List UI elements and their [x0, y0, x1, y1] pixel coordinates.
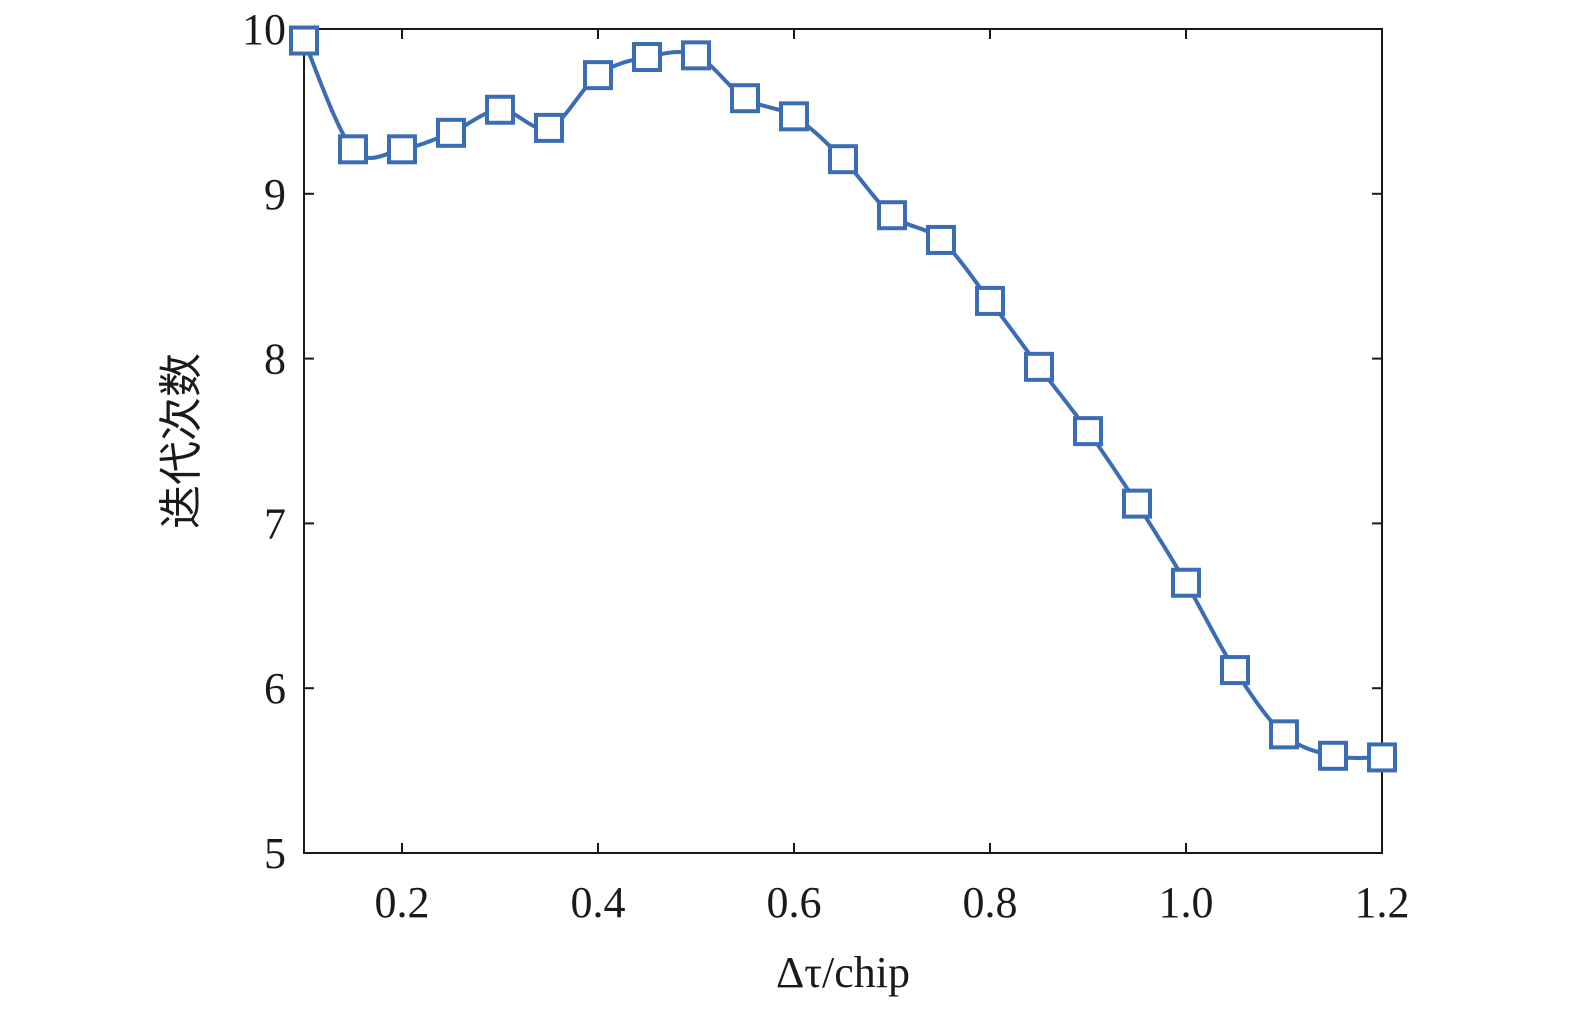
data-point-square-marker — [877, 200, 907, 231]
y-axis-title: 迭代次数 — [157, 353, 206, 529]
data-point-square-marker — [436, 117, 466, 148]
data-point-square-marker — [1318, 740, 1348, 771]
data-point-square-marker — [1220, 655, 1250, 686]
data-point-square-marker — [632, 42, 662, 73]
y-tick-label: 5 — [264, 829, 286, 878]
data-point-square-marker — [387, 134, 417, 165]
data-point-square-marker — [534, 112, 564, 143]
data-point-square-marker — [779, 101, 809, 132]
y-tick-label: 10 — [242, 5, 286, 54]
data-point-square-marker — [583, 60, 613, 91]
data-point-square-marker — [1024, 351, 1054, 382]
x-tick-label: 0.2 — [375, 878, 430, 927]
data-point-square-marker — [485, 94, 515, 125]
y-tick-label: 7 — [264, 499, 286, 548]
data-point-square-marker — [338, 134, 368, 165]
data-point-square-marker — [730, 83, 760, 114]
data-point-square-marker — [1367, 742, 1397, 773]
y-tick-label: 8 — [264, 335, 286, 384]
y-axis: 5 6 7 8 9 10 — [242, 5, 1382, 878]
y-tick-label: 9 — [264, 170, 286, 219]
x-axis: 0.2 0.4 0.6 0.8 1.0 1.2 — [375, 29, 1410, 927]
plot-area-frame — [303, 28, 1383, 854]
x-tick-label: 0.4 — [571, 878, 626, 927]
data-point-square-marker — [926, 224, 956, 255]
data-point-square-marker — [975, 285, 1005, 316]
data-point-square-marker — [681, 40, 711, 71]
data-point-square-marker — [828, 144, 858, 175]
data-point-square-marker — [289, 25, 319, 56]
series-layer — [289, 25, 1397, 773]
data-point-square-marker — [1171, 567, 1201, 598]
x-tick-label: 1.2 — [1355, 878, 1410, 927]
data-point-square-marker — [1073, 416, 1103, 447]
data-point-square-marker — [1269, 719, 1299, 750]
x-axis-title: Δτ/chip — [776, 948, 910, 997]
x-tick-label: 0.8 — [963, 878, 1018, 927]
data-point-square-marker — [1122, 488, 1152, 519]
x-tick-label: 0.6 — [767, 878, 822, 927]
x-tick-label: 1.0 — [1159, 878, 1214, 927]
y-tick-label: 6 — [264, 664, 286, 713]
